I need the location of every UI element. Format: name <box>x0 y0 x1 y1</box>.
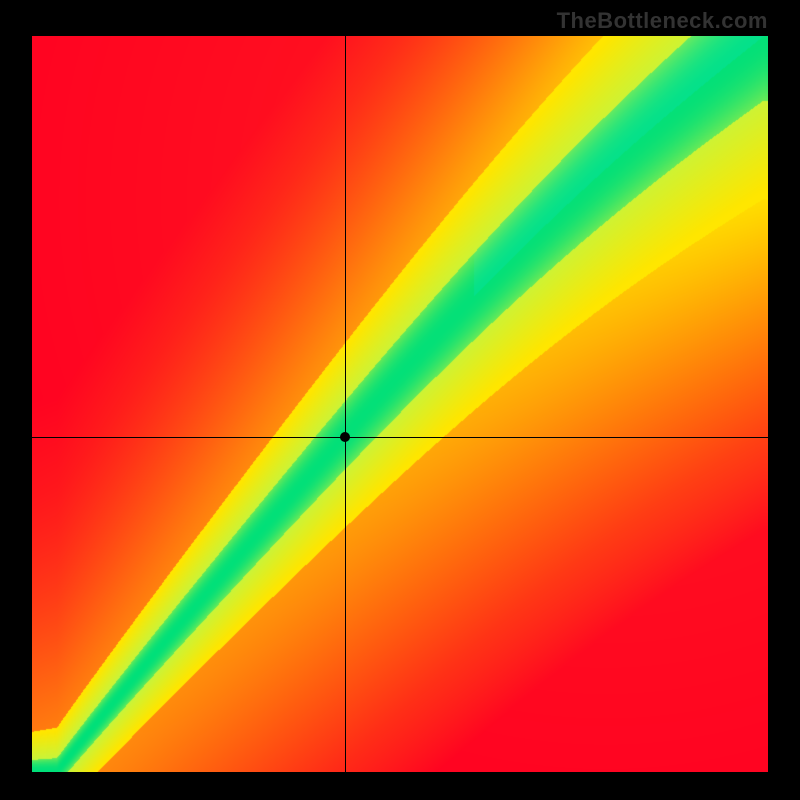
marker-dot <box>340 432 350 442</box>
crosshair-horizontal <box>32 437 768 438</box>
heatmap-canvas <box>32 36 768 772</box>
crosshair-vertical <box>345 36 346 772</box>
watermark-text: TheBottleneck.com <box>557 8 768 34</box>
chart-container: TheBottleneck.com <box>0 0 800 800</box>
plot-area <box>32 36 768 772</box>
